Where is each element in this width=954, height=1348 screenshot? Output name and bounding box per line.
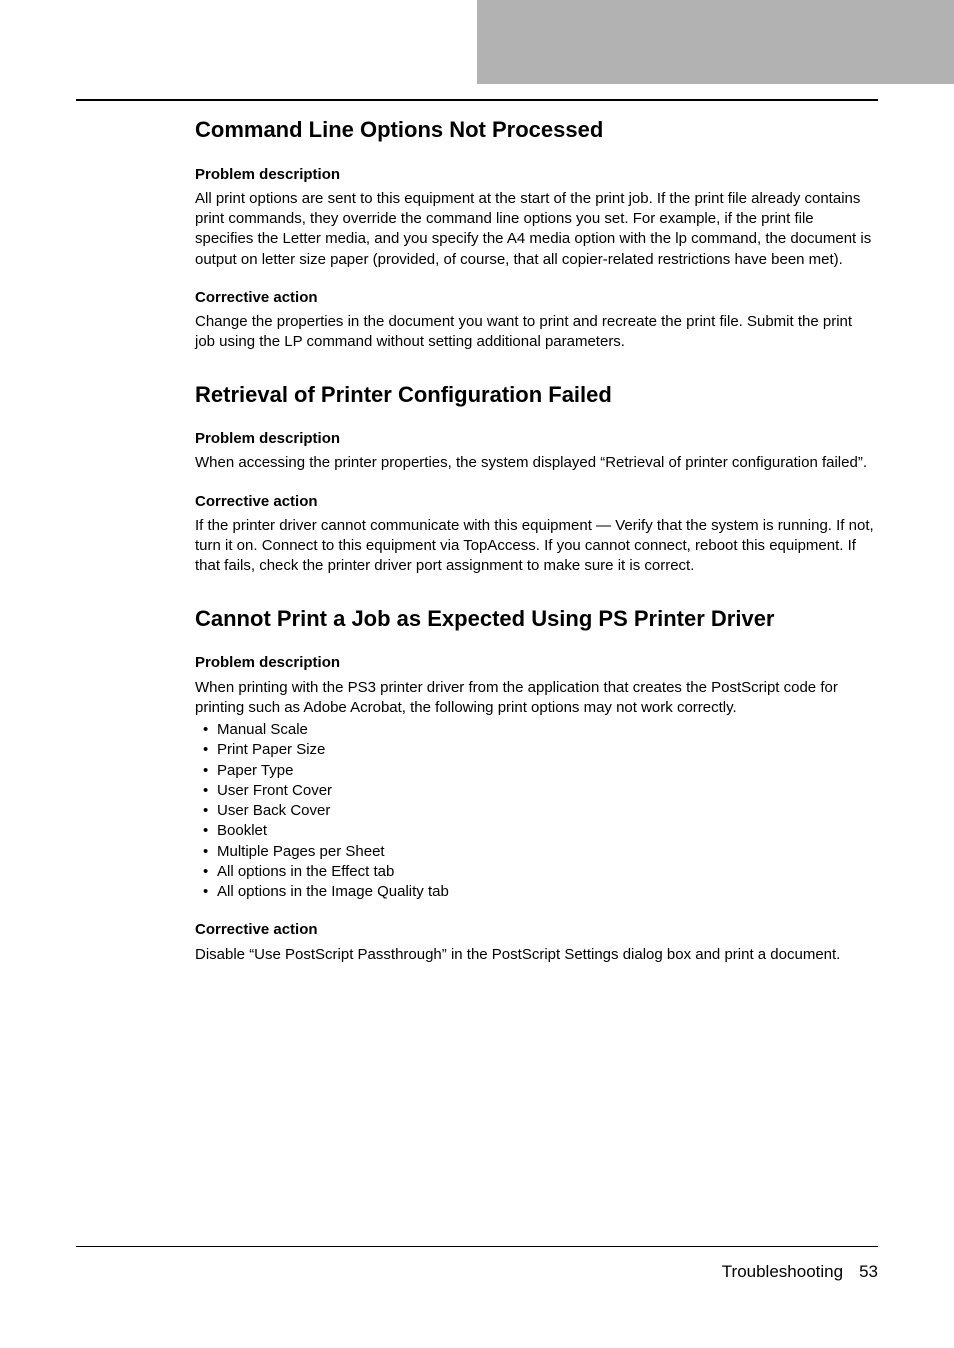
- subsection-heading: Corrective action: [195, 920, 875, 940]
- subsection-heading: Problem description: [195, 429, 875, 449]
- list-item: User Front Cover: [195, 781, 875, 801]
- list-item: Paper Type: [195, 761, 875, 781]
- list-item: Manual Scale: [195, 720, 875, 740]
- list-item: All options in the Effect tab: [195, 862, 875, 882]
- top-rule: [76, 99, 878, 101]
- body-paragraph: Change the properties in the document yo…: [195, 312, 875, 353]
- section-title: Command Line Options Not Processed: [195, 116, 875, 145]
- footer-label: Troubleshooting: [722, 1262, 843, 1281]
- subsection-heading: Corrective action: [195, 288, 875, 308]
- content-area: Command Line Options Not Processed Probl…: [195, 116, 875, 983]
- list-item: All options in the Image Quality tab: [195, 882, 875, 902]
- subsection-heading: Corrective action: [195, 492, 875, 512]
- body-paragraph: If the printer driver cannot communicate…: [195, 516, 875, 577]
- footer-page-number: 53: [859, 1262, 878, 1281]
- bullet-list: Manual Scale Print Paper Size Paper Type…: [195, 720, 875, 902]
- subsection-heading: Problem description: [195, 165, 875, 185]
- body-paragraph: All print options are sent to this equip…: [195, 189, 875, 270]
- section-title: Retrieval of Printer Configuration Faile…: [195, 381, 875, 410]
- list-item: Multiple Pages per Sheet: [195, 842, 875, 862]
- bottom-rule: [76, 1246, 878, 1247]
- page-footer: Troubleshooting 53: [76, 1262, 878, 1282]
- body-paragraph: Disable “Use PostScript Passthrough” in …: [195, 945, 875, 965]
- body-paragraph: When accessing the printer properties, t…: [195, 453, 875, 473]
- list-item: Booklet: [195, 821, 875, 841]
- subsection-heading: Problem description: [195, 653, 875, 673]
- body-paragraph: When printing with the PS3 printer drive…: [195, 678, 875, 719]
- list-item: Print Paper Size: [195, 740, 875, 760]
- list-item: User Back Cover: [195, 801, 875, 821]
- section-title: Cannot Print a Job as Expected Using PS …: [195, 605, 875, 634]
- header-gray-block: [477, 0, 954, 84]
